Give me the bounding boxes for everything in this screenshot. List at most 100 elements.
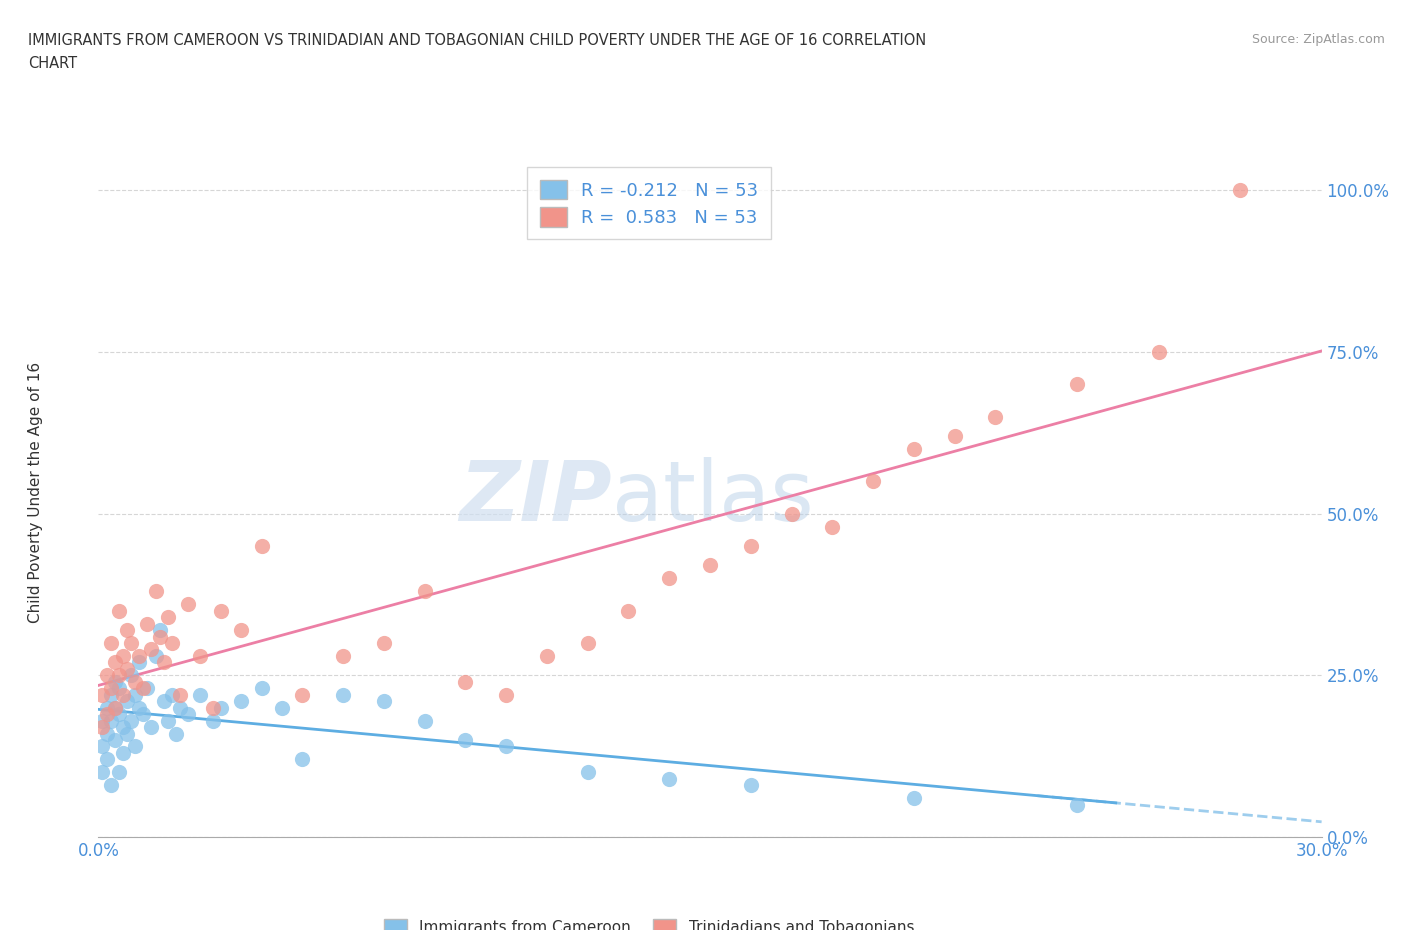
Point [209, 700, 232, 715]
Point [132, 707, 155, 722]
Point [100, 687, 122, 702]
Point [136, 681, 159, 696]
Point [104, 674, 127, 689]
Point [454, 733, 477, 748]
Point [209, 604, 232, 618]
Point [141, 642, 163, 657]
Point [124, 674, 146, 689]
Text: IMMIGRANTS FROM CAMEROON VS TRINIDADIAN AND TOBAGONIAN CHILD POVERTY UNDER THE A: IMMIGRANTS FROM CAMEROON VS TRINIDADIAN … [28, 33, 927, 47]
Point [100, 635, 122, 650]
Point [780, 506, 803, 521]
Point [270, 700, 294, 715]
Point [658, 771, 681, 786]
Point [104, 700, 127, 715]
Point [188, 648, 212, 663]
Point [201, 713, 224, 728]
Point [111, 648, 134, 663]
Point [231, 694, 253, 709]
Point [862, 474, 884, 489]
Point [108, 668, 131, 683]
Point [740, 777, 762, 792]
Point [1229, 183, 1251, 198]
Point [145, 584, 167, 599]
Point [120, 668, 142, 683]
Point [1147, 345, 1170, 360]
Point [96, 668, 118, 683]
Point [1066, 377, 1088, 392]
Point [160, 635, 183, 650]
Point [111, 720, 134, 735]
Point [104, 655, 127, 670]
Text: Source: ZipAtlas.com: Source: ZipAtlas.com [1251, 33, 1385, 46]
Point [149, 623, 172, 638]
Point [108, 681, 131, 696]
Legend: Immigrants from Cameroon, Trinidadians and Tobagonians: Immigrants from Cameroon, Trinidadians a… [378, 912, 920, 930]
Point [111, 746, 134, 761]
Point [156, 713, 179, 728]
Point [115, 661, 138, 676]
Point [201, 700, 224, 715]
Point [291, 752, 314, 767]
Text: Child Poverty Under the Age of 16: Child Poverty Under the Age of 16 [28, 363, 42, 623]
Point [115, 726, 138, 741]
Point [373, 635, 395, 650]
Point [91, 739, 114, 754]
Point [152, 655, 174, 670]
Point [943, 429, 966, 444]
Point [100, 777, 122, 792]
Point [177, 597, 200, 612]
Point [96, 700, 118, 715]
Point [152, 694, 174, 709]
Point [495, 739, 517, 754]
Point [120, 713, 142, 728]
Point [91, 764, 114, 779]
Point [160, 687, 183, 702]
Point [413, 713, 436, 728]
Point [332, 648, 354, 663]
Point [903, 442, 925, 457]
Point [169, 700, 191, 715]
Point [495, 687, 517, 702]
Point [1066, 797, 1088, 812]
Point [617, 604, 640, 618]
Point [108, 707, 131, 722]
Point [332, 687, 354, 702]
Point [576, 764, 599, 779]
Point [821, 519, 844, 534]
Point [231, 623, 253, 638]
Point [373, 694, 395, 709]
Point [96, 726, 118, 741]
Point [124, 687, 146, 702]
Point [699, 558, 721, 573]
Point [903, 790, 925, 805]
Point [413, 584, 436, 599]
Point [108, 764, 131, 779]
Point [115, 623, 138, 638]
Point [454, 674, 477, 689]
Point [658, 571, 681, 586]
Point [149, 629, 172, 644]
Point [104, 733, 127, 748]
Point [984, 409, 1007, 424]
Point [156, 610, 179, 625]
Point [128, 648, 150, 663]
Point [145, 648, 167, 663]
Point [108, 604, 131, 618]
Point [188, 687, 212, 702]
Point [169, 687, 191, 702]
Point [128, 700, 150, 715]
Point [740, 538, 762, 553]
Point [91, 720, 114, 735]
Point [250, 538, 273, 553]
Text: ZIP: ZIP [460, 457, 612, 538]
Point [91, 687, 114, 702]
Text: CHART: CHART [28, 56, 77, 71]
Point [100, 681, 122, 696]
Point [115, 694, 138, 709]
Point [104, 700, 127, 715]
Point [177, 707, 200, 722]
Point [120, 635, 142, 650]
Text: atlas: atlas [612, 457, 814, 538]
Point [291, 687, 314, 702]
Point [132, 681, 155, 696]
